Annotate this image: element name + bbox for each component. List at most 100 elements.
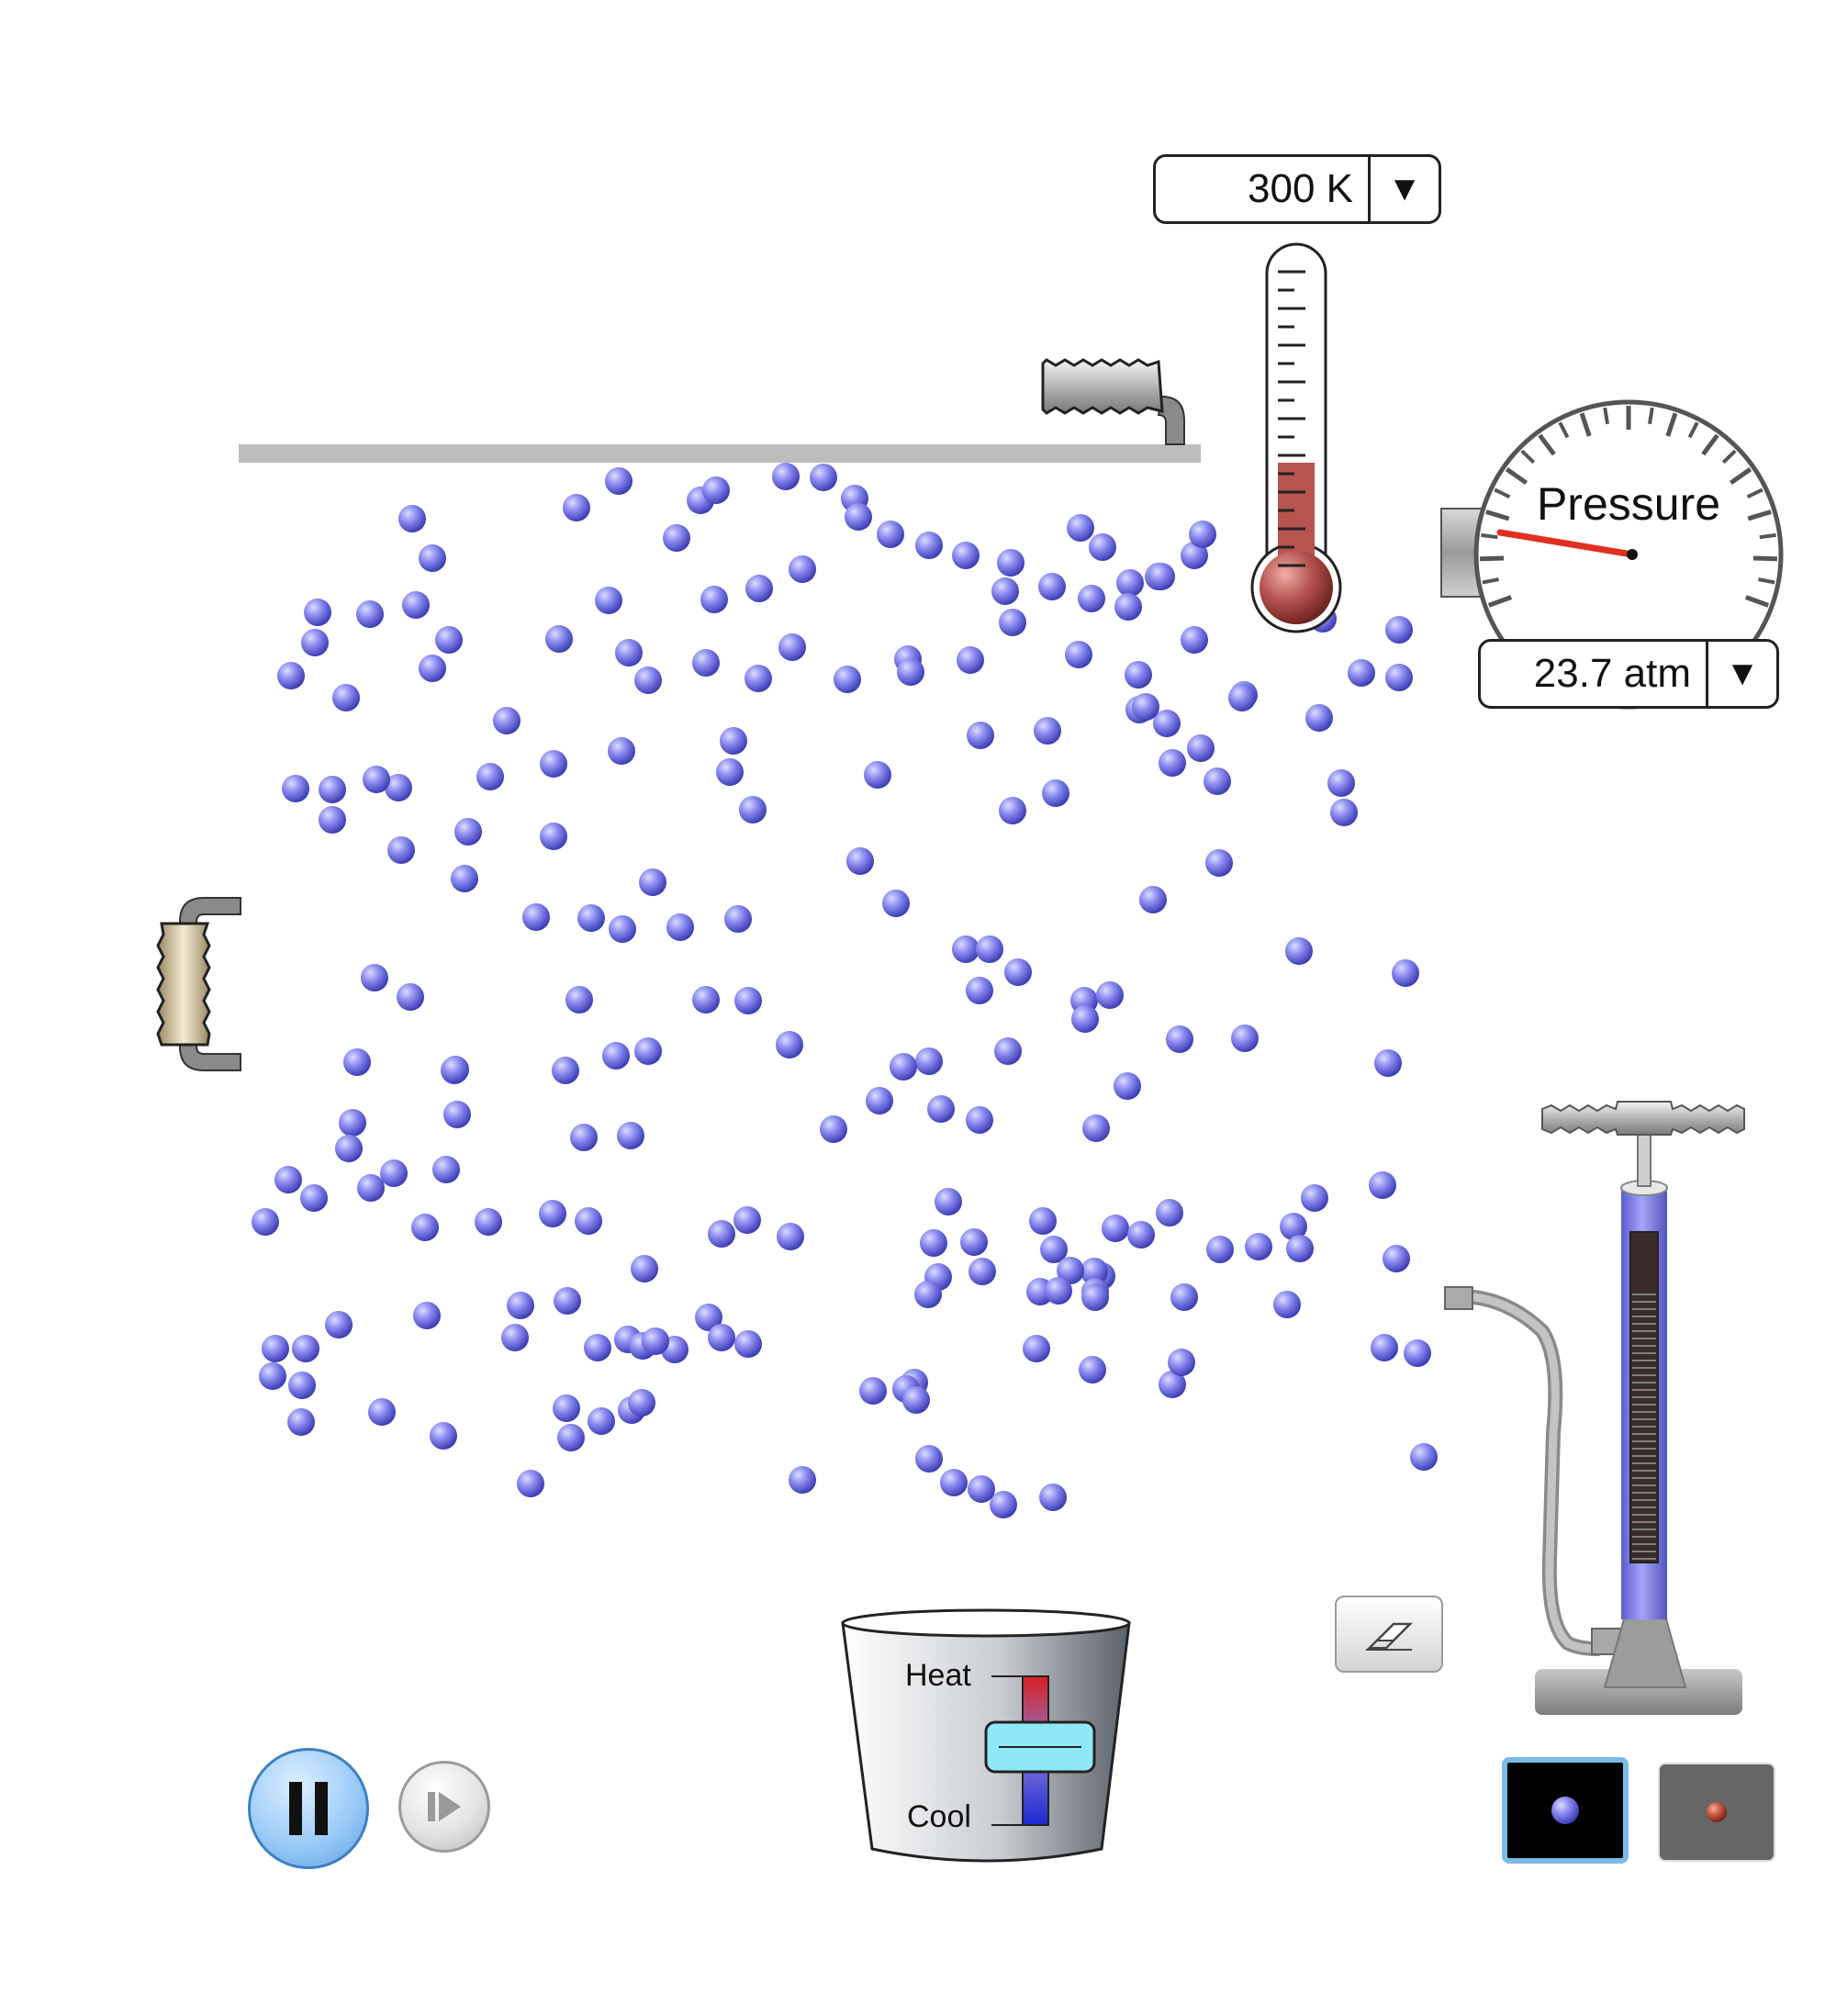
cool-label: Cool <box>907 1799 971 1834</box>
gas-particle <box>968 1258 996 1285</box>
temperature-dropdown-arrow-icon[interactable]: ▼ <box>1368 157 1439 221</box>
gas-particle <box>834 666 861 693</box>
light-particle-species-button[interactable] <box>1658 1763 1775 1862</box>
erase-particles-button[interactable] <box>1335 1596 1443 1673</box>
gas-particle <box>997 549 1024 577</box>
gas-particle <box>628 1389 655 1417</box>
gas-particle <box>877 521 904 548</box>
gas-particle <box>615 639 643 666</box>
gas-particle <box>339 1109 366 1137</box>
gas-particle <box>1404 1339 1431 1367</box>
gas-particle <box>966 977 993 1004</box>
gas-particle <box>274 1166 302 1193</box>
thermometer <box>1250 242 1342 633</box>
gas-particle <box>708 1220 735 1248</box>
gas-particle <box>966 1106 993 1134</box>
gas-particle <box>402 591 430 619</box>
gas-particle <box>501 1324 529 1351</box>
left-wall-handle[interactable] <box>156 897 241 1071</box>
gas-particle <box>304 599 331 626</box>
gas-particle <box>967 722 994 749</box>
gas-particle <box>277 662 305 689</box>
gas-particle <box>952 542 980 569</box>
gas-particle <box>1348 659 1375 687</box>
gas-particle <box>952 935 980 963</box>
gas-particle <box>292 1335 319 1362</box>
pause-button[interactable] <box>248 1748 369 1869</box>
gas-particle <box>262 1335 289 1362</box>
gas-particle <box>419 655 446 682</box>
gas-particle <box>778 633 806 661</box>
gas-particle <box>789 555 816 583</box>
gas-particle <box>1189 521 1216 548</box>
gas-particle <box>935 1188 962 1215</box>
gas-particle <box>553 1394 580 1422</box>
gas-particle <box>634 1037 662 1065</box>
gas-particle <box>999 609 1026 636</box>
gas-particle <box>522 903 550 931</box>
gas-particle <box>1127 1221 1155 1249</box>
gas-particle <box>413 1302 441 1329</box>
gas-particle <box>1116 569 1144 597</box>
gas-particle <box>776 1031 803 1058</box>
gas-particle <box>960 1228 988 1256</box>
gas-particle <box>846 847 874 875</box>
gas-particle <box>1286 1235 1314 1262</box>
gas-particle <box>890 1053 917 1081</box>
pressure-gauge-needle <box>1496 529 1636 558</box>
gas-particle <box>539 1200 566 1227</box>
gas-particle <box>380 1159 408 1187</box>
gas-particle <box>1034 717 1061 745</box>
gas-particle <box>994 1037 1022 1065</box>
gas-particle <box>700 586 728 613</box>
gas-particle <box>1330 799 1358 826</box>
gas-particle <box>563 494 590 521</box>
pump-handle[interactable] <box>1541 1101 1745 1136</box>
pump-hose-nozzle <box>1444 1286 1473 1310</box>
gas-particle <box>1385 616 1413 644</box>
heavy-particle-species-button[interactable] <box>1502 1757 1629 1864</box>
gas-particle <box>259 1362 286 1390</box>
gas-particle <box>319 806 346 834</box>
gas-particle <box>976 935 1003 963</box>
gas-particle <box>1374 1049 1402 1077</box>
gas-particle <box>557 1424 585 1451</box>
gas-particle <box>454 818 482 846</box>
gas-particle <box>1166 1025 1193 1053</box>
gas-particle <box>1204 767 1231 795</box>
gas-particle <box>325 1311 353 1338</box>
gas-particle <box>1114 593 1142 621</box>
heat-cool-slider-knob[interactable] <box>984 1720 1096 1774</box>
gas-particle <box>1273 1291 1301 1318</box>
gas-particle <box>1065 641 1092 668</box>
gas-particle <box>810 464 837 491</box>
gas-particle <box>1231 1025 1259 1052</box>
gas-particle <box>361 964 388 991</box>
step-forward-icon <box>428 1792 461 1821</box>
eraser-icon <box>1366 1622 1414 1651</box>
gas-particle <box>1057 1257 1084 1284</box>
gas-particle <box>1245 1233 1272 1260</box>
gas-particle <box>287 1408 315 1436</box>
gas-particle <box>1079 1356 1106 1383</box>
step-forward-button[interactable] <box>398 1761 490 1853</box>
lid-handle[interactable] <box>1041 358 1185 445</box>
gas-particle <box>820 1115 847 1143</box>
gas-particle <box>733 1206 761 1234</box>
heater-cooler <box>841 1608 1131 1863</box>
pressure-readout-dropdown[interactable]: 23.7 atm ▼ <box>1478 639 1779 709</box>
gas-particle <box>1071 1005 1099 1033</box>
gas-particle <box>1078 585 1105 612</box>
gas-particle <box>990 1491 1017 1518</box>
gas-particle <box>357 1174 385 1202</box>
pressure-value: 23.7 atm <box>1533 651 1691 696</box>
pressure-dropdown-arrow-icon[interactable]: ▼ <box>1706 642 1776 706</box>
gas-particle <box>1153 710 1181 737</box>
gas-particle <box>897 658 924 686</box>
temperature-readout-dropdown[interactable]: 300 K ▼ <box>1153 154 1441 224</box>
gas-particle <box>397 983 424 1011</box>
gas-particle <box>1089 533 1116 561</box>
gas-particle <box>493 707 521 734</box>
